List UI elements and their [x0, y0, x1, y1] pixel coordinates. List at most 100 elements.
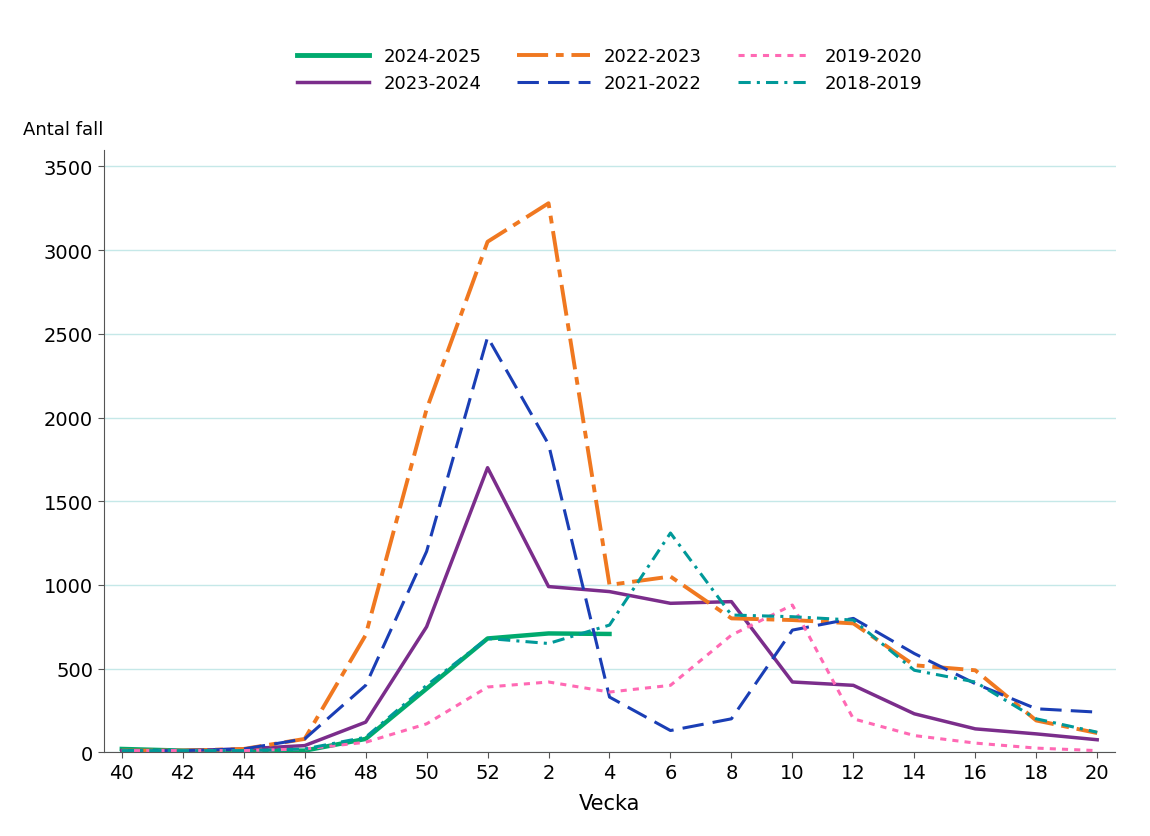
2023-2024 — [968, 724, 982, 734]
2021-2022 — [907, 649, 921, 659]
2019-2020 — [481, 682, 494, 692]
2023-2024 — [298, 741, 312, 751]
2024-2025 — [237, 746, 251, 756]
2018-2019 — [846, 615, 860, 625]
2021-2022 — [785, 625, 799, 635]
2022-2023 — [968, 665, 982, 675]
2021-2022 — [846, 614, 860, 624]
2018-2019 — [603, 620, 616, 630]
2021-2022 — [1029, 704, 1043, 714]
2021-2022 — [968, 679, 982, 689]
2019-2020 — [785, 600, 799, 610]
2022-2023 — [603, 580, 616, 590]
2018-2019 — [968, 677, 982, 687]
Line: 2021-2022: 2021-2022 — [122, 338, 1097, 751]
2022-2023 — [724, 614, 738, 624]
2022-2023 — [664, 572, 677, 582]
2021-2022 — [724, 714, 738, 724]
2023-2024 — [785, 677, 799, 687]
2021-2022 — [115, 746, 129, 756]
2022-2023 — [237, 744, 251, 754]
2023-2024 — [724, 597, 738, 607]
2018-2019 — [1029, 714, 1043, 724]
2018-2019 — [115, 746, 129, 756]
2023-2024 — [359, 717, 373, 727]
2023-2024 — [481, 463, 494, 473]
2021-2022 — [176, 746, 190, 756]
2019-2020 — [603, 687, 616, 697]
2024-2025 — [359, 734, 373, 744]
2022-2023 — [542, 199, 555, 209]
2024-2025 — [603, 630, 616, 640]
2022-2023 — [1090, 728, 1104, 738]
2022-2023 — [298, 734, 312, 744]
2018-2019 — [359, 732, 373, 742]
2018-2019 — [785, 612, 799, 622]
2023-2024 — [1029, 729, 1043, 739]
2023-2024 — [907, 709, 921, 719]
2023-2024 — [1090, 735, 1104, 745]
2023-2024 — [542, 582, 555, 592]
2023-2024 — [603, 587, 616, 597]
2021-2022 — [359, 681, 373, 691]
2019-2020 — [968, 738, 982, 748]
2021-2022 — [481, 333, 494, 343]
2021-2022 — [603, 692, 616, 702]
2018-2019 — [237, 746, 251, 756]
Line: 2024-2025: 2024-2025 — [122, 634, 610, 751]
2023-2024 — [176, 746, 190, 756]
2018-2019 — [724, 610, 738, 620]
2024-2025 — [176, 746, 190, 756]
2019-2020 — [420, 719, 434, 729]
2019-2020 — [359, 737, 373, 747]
2024-2025 — [481, 634, 494, 644]
2019-2020 — [1090, 746, 1104, 756]
2018-2019 — [298, 744, 312, 754]
2018-2019 — [176, 746, 190, 756]
2019-2020 — [298, 744, 312, 754]
2019-2020 — [237, 746, 251, 756]
2024-2025 — [298, 746, 312, 756]
2024-2025 — [115, 744, 129, 754]
2023-2024 — [115, 746, 129, 756]
2021-2022 — [664, 726, 677, 736]
2022-2023 — [785, 615, 799, 625]
2022-2023 — [115, 746, 129, 756]
2018-2019 — [1090, 727, 1104, 737]
2019-2020 — [1029, 743, 1043, 753]
2022-2023 — [359, 630, 373, 640]
2018-2019 — [542, 639, 555, 649]
2022-2023 — [1029, 716, 1043, 726]
X-axis label: Vecka: Vecka — [578, 793, 641, 813]
2019-2020 — [724, 630, 738, 640]
Line: 2023-2024: 2023-2024 — [122, 468, 1097, 751]
2021-2022 — [420, 547, 434, 557]
2022-2023 — [481, 237, 494, 247]
2024-2025 — [420, 684, 434, 694]
2022-2023 — [846, 619, 860, 629]
Text: Antal fall: Antal fall — [23, 120, 102, 139]
Line: 2022-2023: 2022-2023 — [122, 204, 1097, 751]
2023-2024 — [664, 599, 677, 609]
Line: 2019-2020: 2019-2020 — [122, 605, 1097, 751]
2023-2024 — [420, 622, 434, 632]
2022-2023 — [907, 660, 921, 670]
Line: 2018-2019: 2018-2019 — [122, 533, 1097, 751]
2018-2019 — [420, 681, 434, 691]
2021-2022 — [542, 440, 555, 450]
2021-2022 — [298, 734, 312, 744]
2021-2022 — [1090, 707, 1104, 717]
2019-2020 — [542, 677, 555, 687]
2023-2024 — [846, 681, 860, 691]
2019-2020 — [115, 746, 129, 756]
2021-2022 — [237, 744, 251, 754]
2019-2020 — [907, 731, 921, 741]
2022-2023 — [420, 405, 434, 415]
2023-2024 — [237, 744, 251, 754]
2019-2020 — [176, 746, 190, 756]
Legend: 2024-2025, 2023-2024, 2022-2023, 2021-2022, 2019-2020, 2018-2019: 2024-2025, 2023-2024, 2022-2023, 2021-20… — [288, 39, 932, 102]
2022-2023 — [176, 746, 190, 756]
2018-2019 — [907, 665, 921, 675]
2018-2019 — [664, 528, 677, 538]
2019-2020 — [664, 681, 677, 691]
